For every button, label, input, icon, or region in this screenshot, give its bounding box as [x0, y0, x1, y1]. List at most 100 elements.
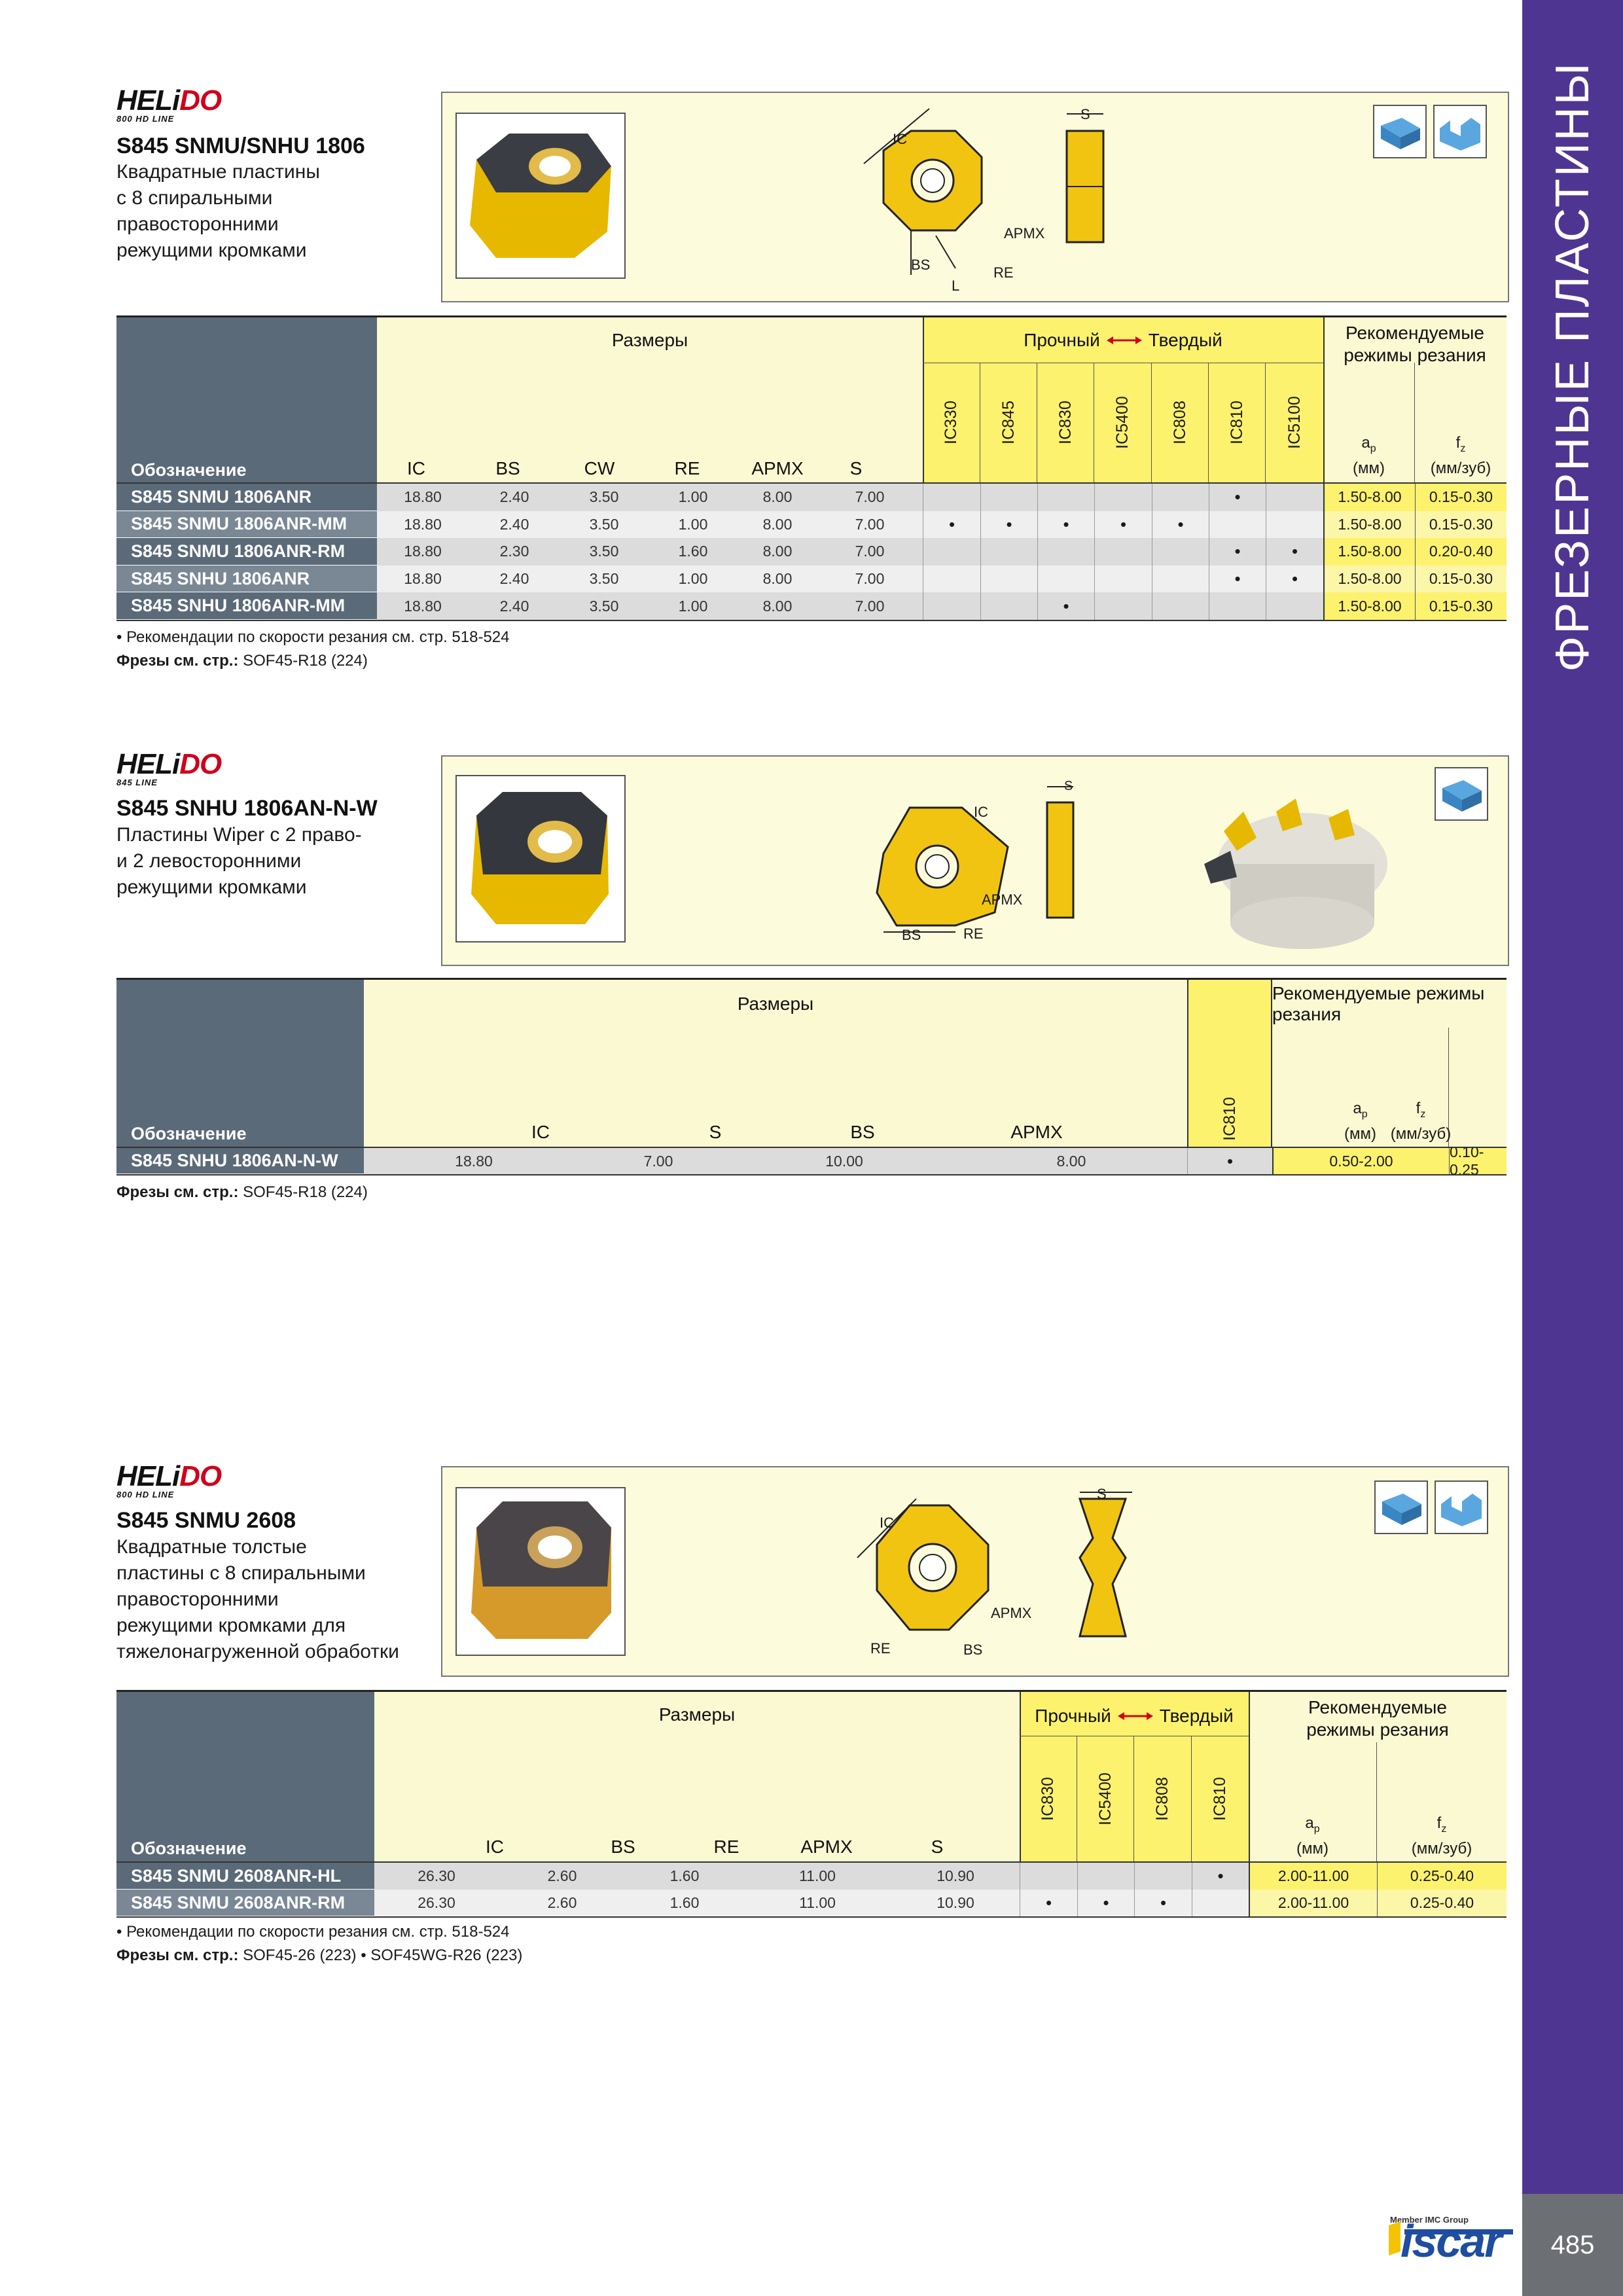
sizes-header: Размеры [611, 330, 688, 350]
sizes-header-bg-3 [374, 1692, 1020, 1861]
table-cell-dim: 7.00 [584, 1148, 733, 1174]
table-cell-dim: 2.30 [469, 538, 560, 565]
table-cell-dim: 2.40 [469, 484, 560, 511]
label-s-2: S [1064, 779, 1073, 793]
col-cw: CW [584, 458, 615, 478]
table-cell-dim: 18.80 [377, 511, 469, 539]
table-cell-grade [980, 484, 1037, 511]
table-cell-dim: 2.60 [499, 1890, 626, 1916]
table-cell-dim: 1.00 [648, 511, 738, 539]
recommended-header-2: Рекомендуемые режимы резания [1272, 983, 1485, 1024]
col-apmx-2: APMX [1010, 1122, 1063, 1142]
table-cell-dim: 18.80 [377, 565, 469, 593]
helido-logo-1: HELiDO 800 HD LINE [116, 84, 222, 124]
table-cell-dim: 8.00 [738, 592, 817, 620]
label-re-3: RE [870, 1640, 891, 1657]
col-s: S [849, 458, 863, 478]
table-cell-grade: • [1187, 1148, 1272, 1174]
iscar-logo [1386, 2212, 1514, 2275]
col-ic845: IC845 [980, 363, 1037, 482]
table-cell-grade [1266, 484, 1323, 511]
table-cell-grade: • [1077, 1890, 1134, 1916]
table-cell-dim: 3.50 [560, 484, 648, 511]
insert-drawing-3 [851, 1473, 1152, 1669]
table-cell-dim: 18.80 [364, 1148, 584, 1174]
recommended-header: Рекомендуемые режимы резания [1344, 323, 1486, 365]
table-row-designation: S845 SNHU 1806ANR-MM [116, 592, 377, 620]
col-ic5400-3: IC5400 [1077, 1736, 1134, 1861]
table-cell-grade [1152, 538, 1209, 565]
label-l-1: L [952, 278, 960, 294]
col-s-3: S [931, 1837, 944, 1857]
table-cell-ap: 1.50-8.00 [1323, 538, 1415, 565]
col-ic808: IC808 [1152, 363, 1209, 482]
table-cell-fz: 0.15-0.30 [1415, 565, 1507, 593]
label-ic-2: IC [974, 804, 988, 820]
table-cell-dim: 7.00 [817, 538, 923, 565]
table-1-body: S845 SNMU 1806ANR 18.80 2.40 3.50 1.00 8.00 7.… [116, 484, 1507, 620]
table-cell-grade [980, 565, 1037, 593]
table-cell-grade [1077, 1863, 1134, 1890]
col-apmx: APMX [751, 458, 804, 478]
label-s-3: S [1097, 1486, 1107, 1502]
table-2-body: S845 SNHU 1806AN-N-W 18.80 7.00 10.00 8.00 • 0… [116, 1143, 1507, 1178]
table-cell-grade: • [1037, 511, 1094, 539]
shoulder-milling-icon-3 [1374, 1480, 1428, 1534]
table-row-designation: S845 SNMU 1806ANR [116, 484, 377, 511]
note-cutters-2: Фрезы см. стр.: SOF45-R18 (224) [116, 1183, 368, 1201]
table-cell-grade [1094, 592, 1152, 620]
table-cell-grade [980, 592, 1037, 620]
sizes-header-bg [377, 317, 923, 482]
col-ic810-2: IC810 [1187, 980, 1272, 1147]
insert-photo-2 [455, 775, 626, 942]
helido-logo-2: HELiDO 845 LINE [116, 748, 222, 788]
table-cell-dim: 8.00 [738, 511, 817, 539]
table-cell-ap: 1.50-8.00 [1323, 511, 1415, 539]
designation-header-2: Обозначение [131, 1123, 247, 1143]
product-title-2: S845 SNHU 1806AN-N-W [116, 796, 378, 821]
table-cell-grade [1094, 538, 1152, 565]
shoulder-milling-icon-2 [1435, 767, 1488, 821]
insert-photo-3 [455, 1487, 626, 1656]
table-cell-dim: 7.00 [817, 511, 923, 539]
label-apmx-1: APMX [1004, 225, 1045, 242]
table-3-body: S845 SNMU 2608ANR-HL 26.30 2.60 1.60 11.00 10… [116, 1863, 1507, 1916]
table-3: Обозначение Размеры IC BS RE APMX S Проч… [116, 1690, 1507, 1918]
table-1: Обозначение Размеры Прочный Твердый Реко… [116, 315, 1507, 622]
label-ic-1: IC [893, 131, 907, 147]
shoulder-milling-icon [1373, 105, 1427, 158]
table-cell-dim: 1.60 [626, 1863, 743, 1890]
table-cell-dim: 1.00 [648, 565, 738, 593]
table-cell-dim: 3.50 [560, 565, 648, 593]
table-cell-fz: 0.20-0.40 [1415, 538, 1507, 565]
label-apmx-2: APMX [982, 891, 1023, 908]
grades-header-3: Прочный Твердый [1035, 1706, 1234, 1726]
table-row-designation: S845 SNMU 1806ANR-RM [116, 538, 377, 565]
table-cell-grade: • [1192, 1863, 1249, 1890]
table-cell-dim: 10.90 [891, 1863, 1020, 1890]
table-cell-grade: • [1209, 484, 1266, 511]
table-cell-dim: 10.90 [891, 1890, 1020, 1916]
table-cell-ap: 2.00-11.00 [1249, 1890, 1377, 1916]
note-cutters-1: Фрезы см. стр.: SOF45-R18 (224) [116, 652, 368, 670]
col-re-3: RE [713, 1837, 740, 1857]
label-re-2: RE [963, 925, 984, 942]
table-cell-grade: • [1094, 511, 1152, 539]
table-cell-dim: 7.00 [817, 484, 923, 511]
table-cell-grade [923, 592, 980, 620]
designation-header-cell [116, 317, 377, 482]
table-cell-grade [1266, 511, 1323, 539]
col-ap-3: ap (мм) [1249, 1742, 1377, 1861]
table-cell-grade [1020, 1863, 1077, 1890]
insert-drawing-2 [864, 775, 1099, 958]
col-bs-2: BS [850, 1122, 875, 1142]
table-cell-ap: 1.50-8.00 [1323, 592, 1415, 620]
table-cell-grade [923, 565, 980, 593]
table-cell-grade [1266, 592, 1323, 620]
col-fz-2: fz (мм/зуб) [1390, 1100, 1452, 1143]
table-cell-dim: 2.40 [469, 565, 560, 593]
table-cell-dim: 1.00 [648, 592, 738, 620]
table-cell-grade [923, 484, 980, 511]
label-bs-1: BS [911, 257, 931, 273]
table-cell-grade: • [1020, 1890, 1077, 1916]
